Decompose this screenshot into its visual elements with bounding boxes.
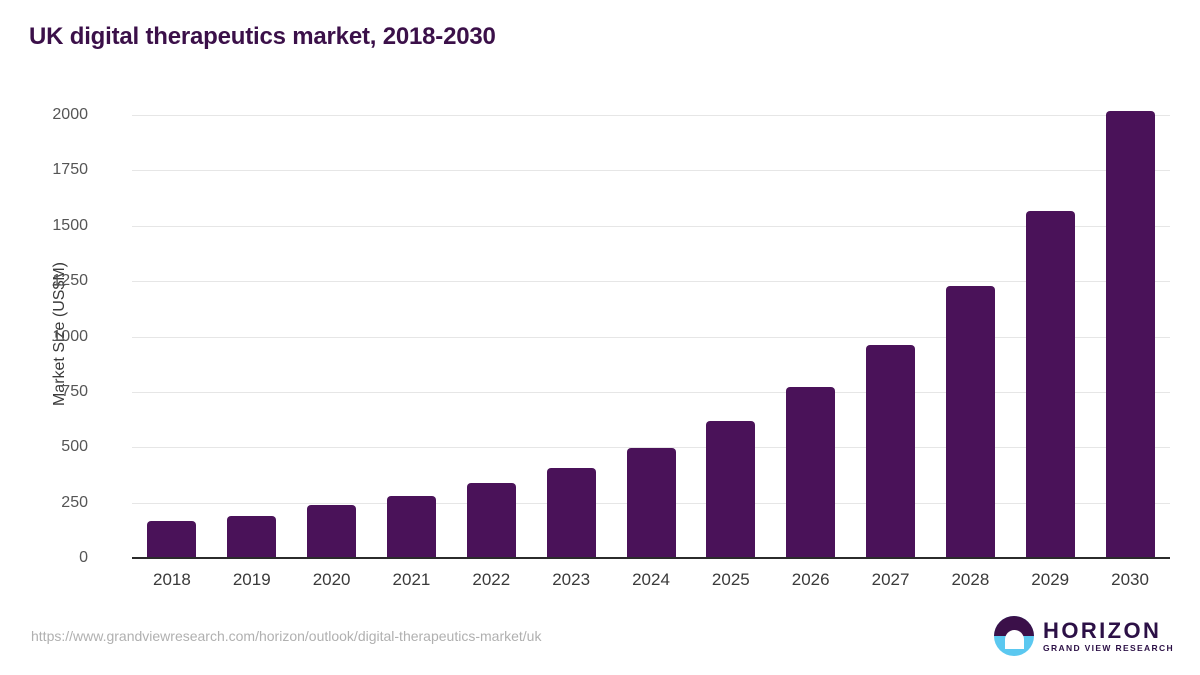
y-axis-tick-label: 1750 — [52, 161, 88, 179]
page-title: UK digital therapeutics market, 2018-203… — [29, 23, 496, 50]
x-axis-tick-label: 2024 — [632, 570, 670, 589]
bar[interactable] — [626, 447, 676, 558]
horizon-circle-logo-icon — [994, 616, 1035, 656]
gridline — [132, 336, 1170, 338]
x-axis-tick-label: 2027 — [871, 570, 910, 589]
brand-name: HORIZON — [1043, 617, 1162, 643]
plot-area: 0 250 500 750 1000 1250 1500 1750 2000 2018 2019 2… — [52, 106, 1170, 589]
x-axis-tick-label: 2026 — [791, 570, 830, 589]
y-axis-tick-label: 1000 — [52, 327, 88, 345]
x-axis-tick-label: 2030 — [1111, 570, 1149, 589]
bar[interactable] — [945, 285, 995, 558]
x-axis-line — [132, 557, 1170, 559]
y-axis-tick-label: 1500 — [52, 216, 88, 234]
x-axis-tick-label: 2020 — [312, 570, 351, 589]
x-axis-tick-label: 2018 — [153, 570, 191, 589]
x-axis-tick-label: 2023 — [552, 570, 591, 589]
gridline — [132, 115, 1170, 116]
gridline — [132, 225, 1170, 227]
y-axis-tick-label: 750 — [61, 382, 88, 400]
bar[interactable] — [706, 421, 756, 558]
bar[interactable] — [546, 467, 596, 558]
bar[interactable] — [227, 515, 277, 558]
x-axis-tick-label: 2028 — [951, 570, 990, 589]
y-axis-tick-label: 2000 — [52, 106, 88, 123]
bar[interactable] — [1105, 111, 1155, 558]
x-axis-tick-label: 2022 — [472, 570, 511, 589]
y-axis-tick-label: 1250 — [52, 272, 88, 290]
bar[interactable] — [866, 344, 916, 558]
brand-tagline: GRAND VIEW RESEARCH — [1043, 642, 1174, 653]
y-axis-tick-label: 0 — [79, 549, 88, 566]
gridline — [132, 391, 1170, 393]
x-axis-tick-label: 2029 — [1031, 570, 1070, 589]
bar[interactable] — [786, 387, 836, 558]
gridline — [132, 170, 1170, 172]
x-axis-tick-label: 2021 — [392, 570, 431, 589]
brand-logo-text: HORIZON GRAND VIEW RESEARCH — [1043, 619, 1174, 653]
bar[interactable] — [466, 483, 516, 558]
bar[interactable] — [307, 505, 357, 558]
source-url[interactable]: https://www.grandviewresearch.com/horizo… — [31, 628, 542, 644]
x-axis-tick-label: 2025 — [711, 570, 750, 589]
bar[interactable] — [386, 495, 436, 558]
x-axis-tick-label: 2019 — [232, 570, 271, 589]
y-axis-tick-label: 250 — [61, 493, 88, 511]
bar[interactable] — [1025, 211, 1075, 558]
brand-logo: HORIZON GRAND VIEW RESEARCH — [994, 612, 1174, 660]
y-axis-tick-label: 500 — [61, 438, 88, 456]
bar[interactable] — [147, 521, 197, 558]
gridline — [132, 281, 1170, 283]
